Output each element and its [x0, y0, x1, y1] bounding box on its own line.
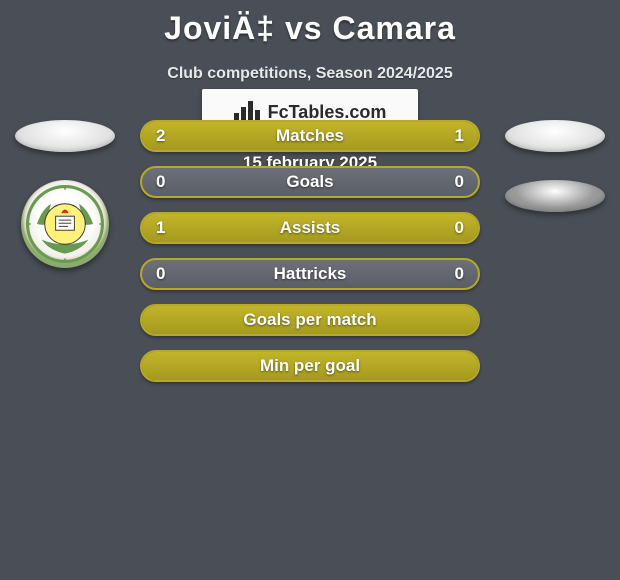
stat-row-assists: Assists1 0 [140, 212, 480, 244]
bar-value-left: 1 [156, 214, 165, 242]
stat-row-min-per-goal: Min per goal [140, 350, 480, 382]
bar-label: Goals [142, 168, 478, 196]
bar-value-left: 0 [156, 260, 165, 288]
bar-value-right: 1 [455, 122, 464, 150]
bar-label: Matches [142, 122, 478, 150]
bar-label: Goals per match [142, 306, 478, 334]
page-title: JoviÄ‡ vs Camara [0, 0, 620, 47]
bar-value-left: 0 [156, 168, 165, 196]
right-country-oval-top [505, 120, 605, 152]
bar-label: Assists [142, 214, 478, 242]
left-player-badges [10, 120, 120, 268]
stats-bars: Matches21Goals00Assists10Hattricks00Goal… [140, 120, 480, 382]
right-country-oval-bottom [505, 180, 605, 212]
right-player-badges [500, 120, 610, 212]
bar-value-right: 0 [455, 260, 464, 288]
bar-value-right: 0 [455, 214, 464, 242]
left-country-oval [15, 120, 115, 152]
stat-row-goals-per-match: Goals per match [140, 304, 480, 336]
bar-value-right: 0 [455, 168, 464, 196]
left-club-crest [21, 180, 109, 268]
page-subtitle: Club competitions, Season 2024/2025 [0, 65, 620, 83]
stat-row-hattricks: Hattricks0 0 [140, 258, 480, 290]
club-crest-icon [26, 185, 104, 263]
stat-row-goals: Goals0 0 [140, 166, 480, 198]
stat-row-matches: Matches2 1 [140, 120, 480, 152]
bar-value-left: 2 [156, 122, 165, 150]
bar-label: Hattricks [142, 260, 478, 288]
bar-label: Min per goal [142, 352, 478, 380]
